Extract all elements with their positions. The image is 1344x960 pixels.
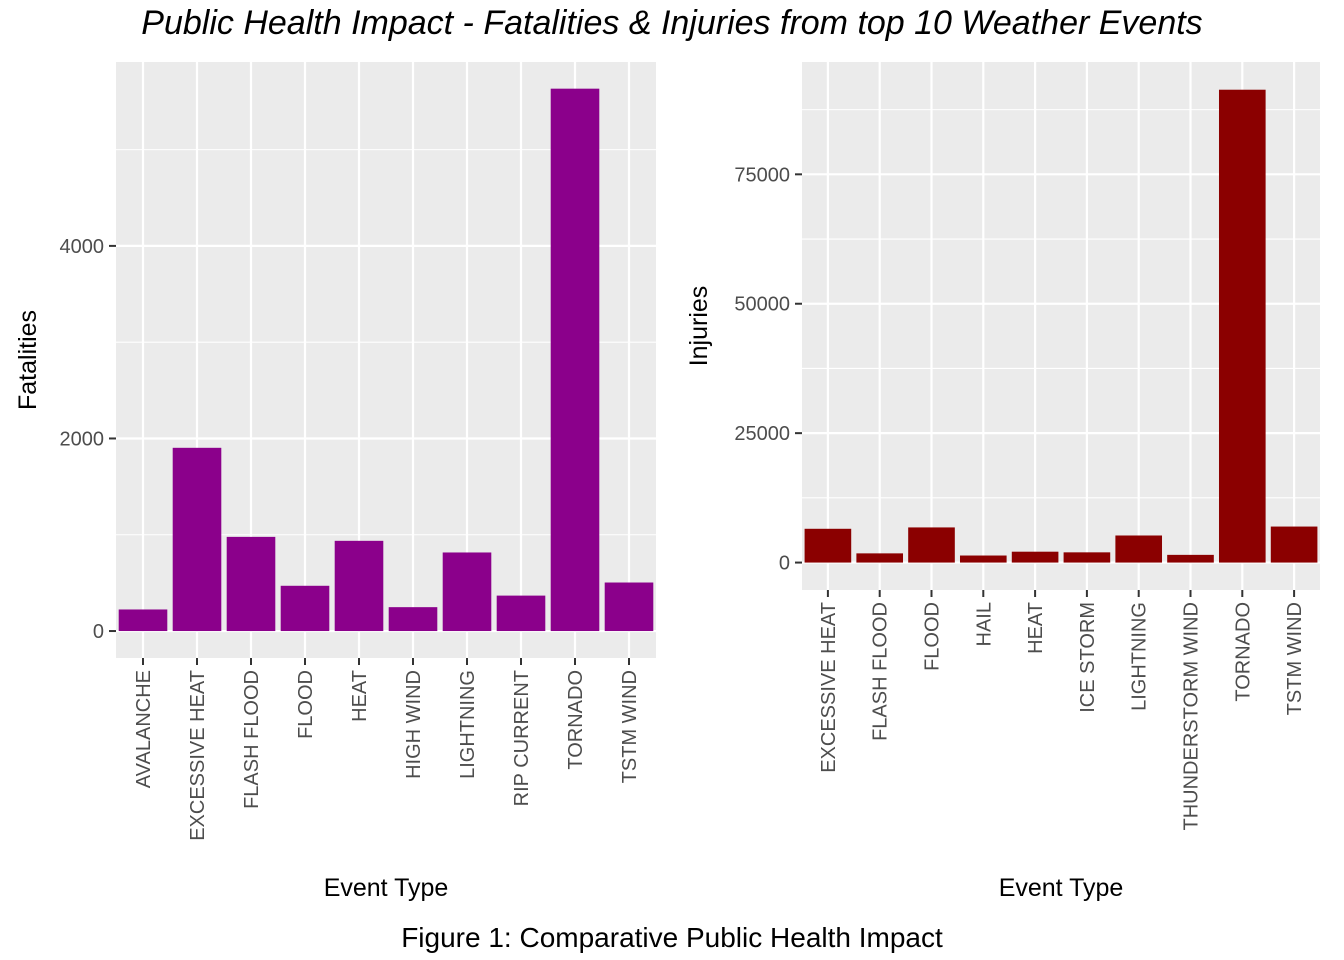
fatalities-y-tick-label: 2000 [60,428,105,450]
fatalities-bar [118,609,168,632]
injuries-bar [1167,554,1214,563]
injuries-x-tick-label: HAIL [973,602,995,646]
fatalities-bar [604,582,654,632]
injuries-y-tick-label: 25000 [734,423,790,445]
fatalities-bar [280,585,330,632]
injuries-x-tick-label: LIGHTNING [1129,602,1151,711]
fatalities-bar [496,595,546,632]
injuries-y-tick-label: 50000 [734,294,790,316]
fatalities-x-axis-title: Event Type [324,874,449,902]
injuries-bar [804,528,852,563]
fatalities-x-tick-label: AVALANCHE [133,670,155,788]
fatalities-x-tick-label: EXCESSIVE HEAT [187,670,209,841]
injuries-x-tick-label: FLASH FLOOD [870,602,892,741]
injuries-x-tick-label: FLOOD [922,602,944,671]
fatalities-chart: 0 2000 4000 AVALANCHE EXCESSIVE HEAT FLASH FL… [14,62,656,902]
injuries-bar [1063,552,1111,563]
injuries-bar [1115,535,1163,563]
fatalities-x-tick-label: HEAT [349,670,371,722]
fatalities-x-tick-label: FLASH FLOOD [241,670,263,809]
injuries-x-tick-label: EXCESSIVE HEAT [818,602,840,773]
injuries-x-tick-label: TORNADO [1232,602,1254,702]
fatalities-bar [442,552,492,632]
figure-caption: Figure 1: Comparative Public Health Impa… [401,922,943,953]
injuries-x-tick-label: HEAT [1025,602,1047,654]
fatalities-bar [550,88,600,632]
fatalities-y-axis-title: Fatalities [14,310,42,410]
injuries-bar [1218,89,1266,563]
injuries-y-axis-title: Injuries [685,286,713,367]
fatalities-y-tick-label: 0 [93,621,104,643]
injuries-y-tick-label: 0 [779,553,790,575]
fatalities-x-tick-label: TORNADO [565,670,587,770]
fatalities-bar [226,536,276,632]
fatalities-bar [334,540,384,632]
injuries-x-tick-label: ICE STORM [1077,602,1099,713]
fatalities-bar [388,607,438,632]
fatalities-x-tick-label: RIP CURRENT [511,670,533,806]
injuries-bar [856,553,904,563]
fatalities-x-tick-label: FLOOD [295,670,317,739]
fatalities-x-tick-label: TSTM WIND [619,670,641,783]
injuries-y-tick-label: 75000 [734,164,790,186]
fatalities-x-tick-label: LIGHTNING [457,670,479,779]
fatalities-y-tick-label: 4000 [60,236,105,258]
injuries-bar [1270,526,1318,563]
fatalities-bar [172,447,222,632]
injuries-bar [1011,551,1059,563]
fatalities-x-tick-label: HIGH WIND [403,670,425,779]
injuries-bar [908,527,955,563]
injuries-chart: 0 25000 50000 75000 EXCESSIVE HEAT FLASH FLOO… [685,62,1320,902]
injuries-x-axis-title: Event Type [999,874,1124,902]
injuries-x-tick-label: TSTM WIND [1284,602,1306,715]
chart-title: Public Health Impact - Fatalities & Inju… [141,4,1203,42]
injuries-x-tick-label: THUNDERSTORM WIND [1181,602,1203,831]
injuries-bar [959,555,1007,563]
